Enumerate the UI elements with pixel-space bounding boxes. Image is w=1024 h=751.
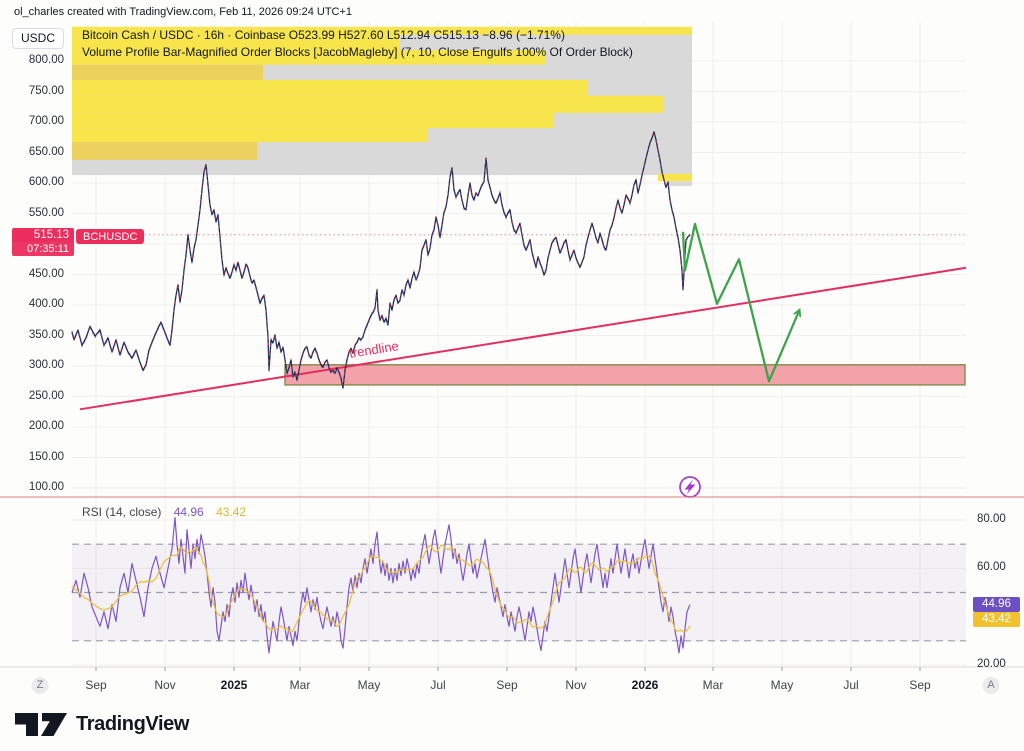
price-tick-label: 400.00 xyxy=(28,298,64,310)
indicator-legend-line[interactable]: Volume Profile Bar-Magnified Order Block… xyxy=(82,45,633,59)
last-price-value: 515.13 xyxy=(12,228,74,242)
tradingview-logo[interactable]: TradingView xyxy=(14,710,189,738)
rsi-value-badge: 43.42 xyxy=(973,612,1020,627)
time-axis-label: 2025 xyxy=(220,678,248,692)
price-tick-label: 450.00 xyxy=(28,267,64,280)
time-axis-label: Nov xyxy=(154,678,176,692)
volume-profile-bar xyxy=(72,95,663,113)
rsi-value-yellow: 43.42 xyxy=(216,505,247,519)
volume-profile-bar xyxy=(72,34,400,51)
rsi-tick-label: 60.00 xyxy=(977,561,1006,574)
price-tick-label: 250.00 xyxy=(28,389,64,402)
lightning-bolt-icon[interactable] xyxy=(679,476,701,498)
time-axis-label: 2026 xyxy=(631,678,659,692)
volume-profile-bar xyxy=(72,26,692,35)
time-axis-label: Mar xyxy=(702,678,724,692)
volume-profile-bar xyxy=(72,142,257,160)
rsi-value-purple: 44.96 xyxy=(173,505,204,519)
bar-countdown: 07:35:11 xyxy=(12,242,74,256)
volume-profile-bar xyxy=(72,79,588,96)
time-axis-label: Mar xyxy=(289,678,311,692)
scroll-left-edge-button[interactable]: Z xyxy=(31,677,49,694)
price-scale-unit-button[interactable]: USDC xyxy=(12,28,64,49)
volume-profile-bar xyxy=(72,64,263,80)
price-tick-label: 650.00 xyxy=(28,145,64,158)
volume-profile-bar xyxy=(72,50,545,65)
price-tick-label: 600.00 xyxy=(28,176,64,188)
tradingview-logo-icon xyxy=(15,713,67,736)
time-axis-label: Sep xyxy=(909,678,931,692)
trendline-drawing[interactable] xyxy=(79,266,967,411)
order-block-bar xyxy=(658,173,692,182)
rsi-title-text: RSI (14, close) xyxy=(82,505,162,519)
rsi-legend[interactable]: RSI (14, close) 44.96 43.42 xyxy=(82,505,246,519)
price-series xyxy=(71,131,691,389)
price-tick-label: 350.00 xyxy=(28,328,64,341)
volume-profile-bar xyxy=(72,128,428,143)
price-tick-label: 550.00 xyxy=(28,206,64,219)
rsi-line xyxy=(71,516,691,654)
rsi-tick-label: 20.00 xyxy=(977,658,1006,670)
time-axis-label: May xyxy=(357,678,381,692)
time-axis-label: Jul xyxy=(430,678,446,692)
rsi-signal-line xyxy=(71,544,691,633)
tradingview-wordmark: TradingView xyxy=(76,712,190,735)
price-tick-label: 100.00 xyxy=(28,481,64,493)
time-axis-label: Jul xyxy=(843,678,859,692)
rsi-value-badge: 44.96 xyxy=(973,597,1020,612)
time-axis-label: Sep xyxy=(496,678,518,692)
time-axis-label: May xyxy=(770,678,794,692)
time-axis-label: Nov xyxy=(565,678,587,692)
symbol-legend-line[interactable]: Bitcoin Cash / USDC · 16h · Coinbase O52… xyxy=(82,28,565,42)
legend: Bitcoin Cash / USDC · 16h · Coinbase O52… xyxy=(82,27,633,61)
credit-text: ol_charles created with TradingView.com,… xyxy=(14,6,353,18)
price-tick-label: 750.00 xyxy=(28,84,64,97)
scroll-right-edge-button[interactable]: A xyxy=(982,677,1000,694)
price-tick-label: 700.00 xyxy=(28,115,64,127)
last-price-label: 515.13 07:35:11 xyxy=(12,228,74,256)
price-tick-label: 150.00 xyxy=(28,450,64,463)
price-tick-label: 200.00 xyxy=(28,420,64,432)
price-tick-label: 300.00 xyxy=(28,359,64,371)
volume-profile-bar xyxy=(72,112,553,129)
price-tick-label: 800.00 xyxy=(28,54,64,66)
symbol-tag[interactable]: BCHUSDC xyxy=(76,229,145,244)
projection-arrow-drawing[interactable] xyxy=(681,222,799,383)
order-block-gray xyxy=(668,181,692,187)
rsi-tick-label: 80.00 xyxy=(977,512,1006,525)
support-zone-drawing[interactable] xyxy=(284,364,966,386)
time-axis-label: Sep xyxy=(85,678,107,692)
